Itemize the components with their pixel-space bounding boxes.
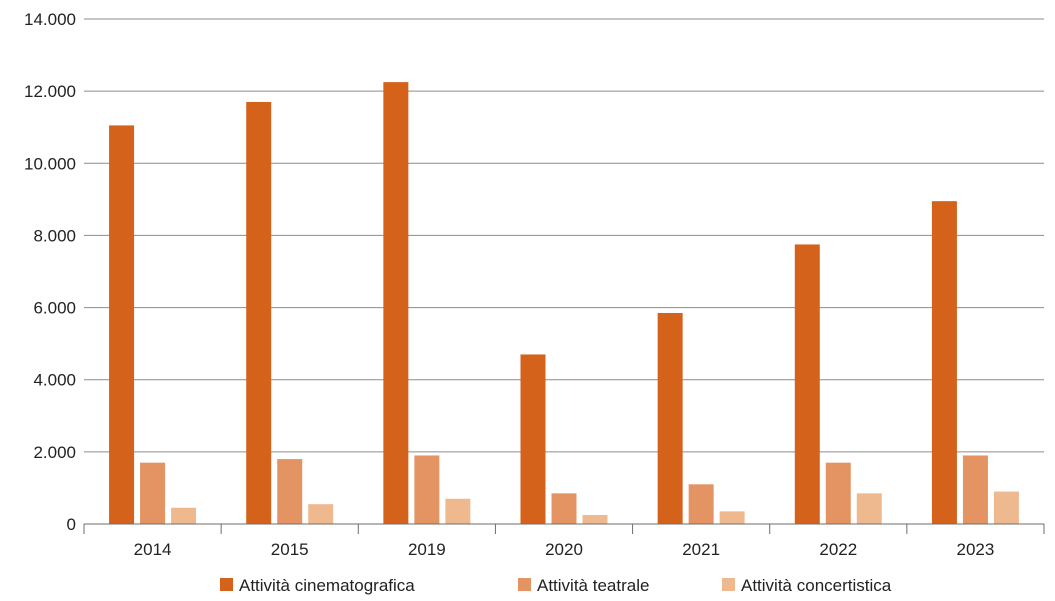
bar xyxy=(856,493,882,524)
y-tick-label: 10.000 xyxy=(24,154,76,173)
bar xyxy=(719,511,745,524)
bar xyxy=(931,201,957,525)
bar xyxy=(109,125,135,525)
bar xyxy=(993,491,1019,524)
y-tick-label: 0 xyxy=(67,515,76,534)
legend-swatch xyxy=(220,578,233,591)
bar xyxy=(171,507,197,524)
y-tick-label: 8.000 xyxy=(33,226,76,245)
x-axis xyxy=(83,523,1045,534)
bar xyxy=(308,504,334,524)
legend-item: Attività concertistica xyxy=(722,576,892,595)
legend-label: Attività concertistica xyxy=(741,576,892,595)
bar xyxy=(582,514,608,524)
x-tick-label: 2023 xyxy=(957,540,995,559)
bar xyxy=(962,455,988,524)
bar xyxy=(414,455,440,524)
legend-swatch xyxy=(518,578,531,591)
y-tick-label: 4.000 xyxy=(33,371,76,390)
bars xyxy=(109,82,1019,525)
x-tick-label: 2021 xyxy=(682,540,720,559)
bar xyxy=(140,462,166,524)
x-tick-label: 2014 xyxy=(134,540,172,559)
bar xyxy=(246,101,272,524)
y-tick-label: 6.000 xyxy=(33,299,76,318)
bar xyxy=(277,459,303,524)
bar xyxy=(794,244,820,525)
bar xyxy=(445,498,471,524)
legend-label: Attività teatrale xyxy=(537,576,649,595)
y-tick-label: 2.000 xyxy=(33,443,76,462)
x-axis-ticks: 2014 2015 2019 2020 2021 2022 2023 xyxy=(134,540,995,559)
bar xyxy=(520,354,546,524)
bar xyxy=(688,484,714,524)
legend: Attività cinematografica Attività teatral… xyxy=(220,576,892,595)
x-tick-label: 2015 xyxy=(271,540,309,559)
bar xyxy=(657,312,683,524)
legend-swatch xyxy=(722,578,735,591)
bar xyxy=(383,82,409,524)
y-axis-ticks: 0 2.000 4.000 6.000 8.000 10.000 12.000 14.000 xyxy=(24,10,76,534)
legend-item: Attività teatrale xyxy=(518,576,649,595)
grid-lines xyxy=(84,18,1044,453)
bar xyxy=(825,462,851,524)
x-tick-label: 2020 xyxy=(545,540,583,559)
x-tick-label: 2019 xyxy=(408,540,446,559)
y-tick-label: 14.000 xyxy=(24,10,76,29)
bar xyxy=(551,493,577,524)
y-tick-label: 12.000 xyxy=(24,82,76,101)
x-tick-label: 2022 xyxy=(819,540,857,559)
legend-label: Attività cinematografica xyxy=(239,576,415,595)
legend-item: Attività cinematografica xyxy=(220,576,415,595)
